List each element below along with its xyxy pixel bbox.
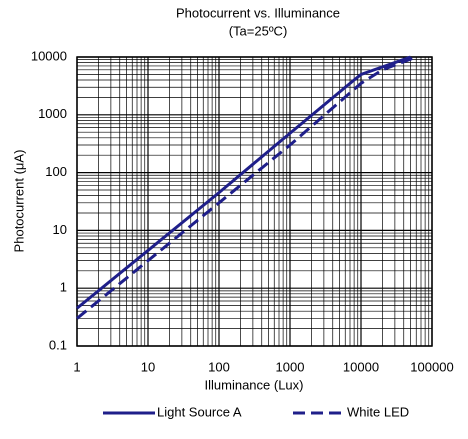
y-tick-label: 0.1 — [49, 337, 67, 352]
plot-frame — [76, 56, 433, 347]
x-tick-label: 100000 — [410, 359, 453, 374]
x-tick-label: 10 — [141, 359, 155, 374]
y-tick-label: 10000 — [31, 48, 67, 63]
x-axis-label: Illuminance (Lux) — [205, 377, 304, 392]
y-tick-label: 1 — [60, 280, 67, 295]
x-tick-label: 100 — [208, 359, 230, 374]
y-tick-label: 10 — [53, 222, 67, 237]
x-tick-label: 1000 — [276, 359, 305, 374]
legend-label: Light Source A — [157, 404, 242, 419]
chart-subtitle: (Ta=25ºC) — [229, 23, 288, 38]
x-tick-label: 1 — [73, 359, 80, 374]
y-tick-label: 100 — [45, 164, 67, 179]
chart-title: Photocurrent vs. Illuminance — [176, 5, 340, 20]
y-tick-label: 1000 — [38, 106, 67, 121]
series-line — [76, 55, 417, 320]
series-line — [76, 55, 412, 310]
y-axis-label: Photocurrent (μA) — [11, 150, 26, 253]
legend-label: White LED — [347, 404, 409, 419]
x-tick-label: 10000 — [343, 359, 379, 374]
